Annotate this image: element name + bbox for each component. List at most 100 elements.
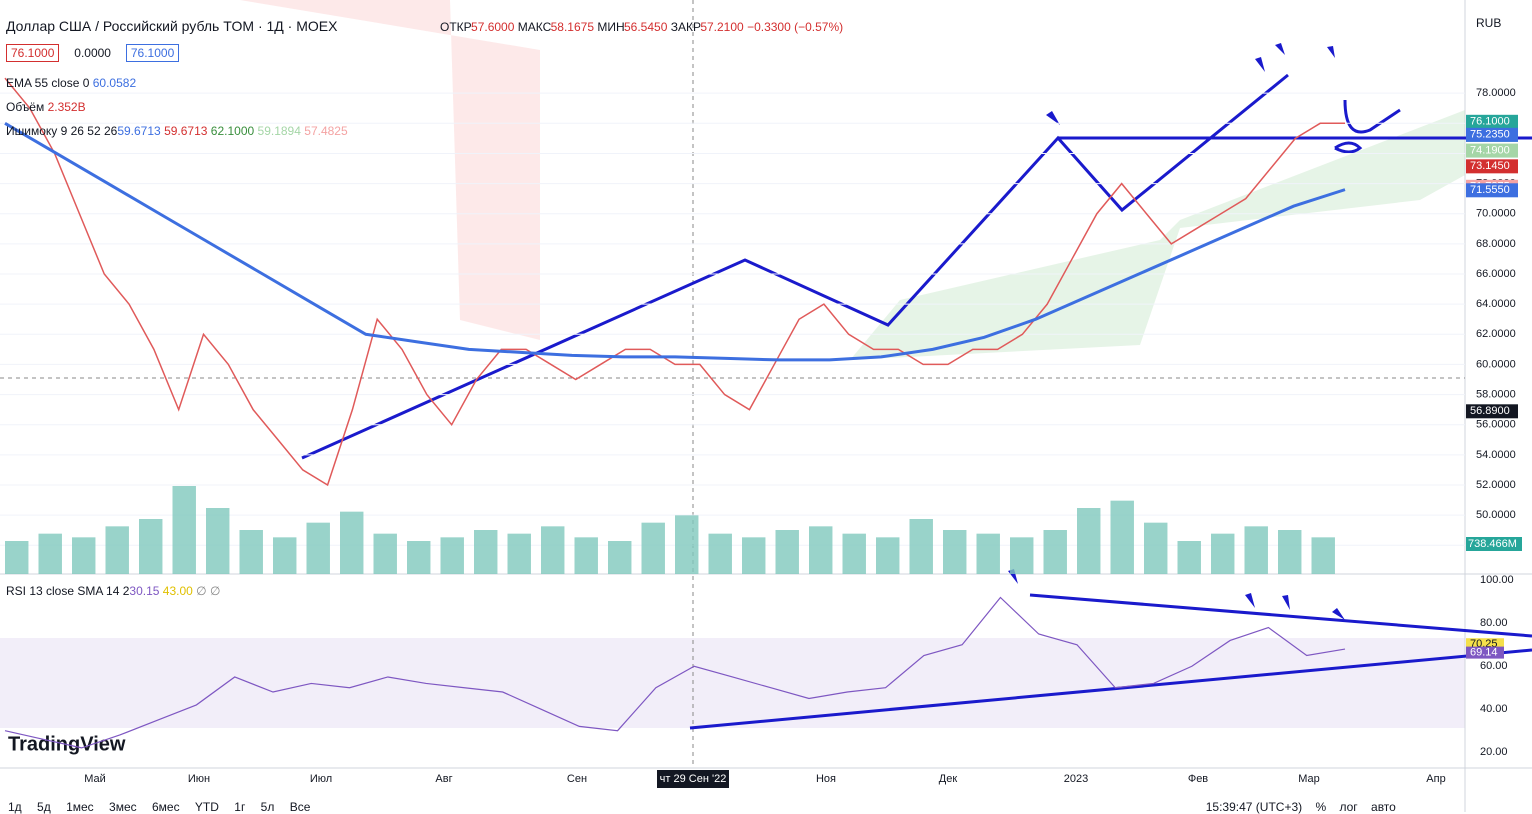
price-label-bg	[1466, 183, 1518, 198]
volume-bar	[641, 522, 665, 574]
price-label-bg	[1466, 127, 1518, 142]
change: −0.3300 (−0.57%)	[747, 20, 844, 34]
y-tick-label: 60.0000	[1476, 358, 1516, 370]
volume-bar	[1110, 500, 1134, 574]
rsi-label: 69.14	[1470, 647, 1498, 659]
rsi-label-bg	[1466, 646, 1504, 659]
volume-bar	[172, 486, 196, 574]
range-button[interactable]: Все	[289, 800, 311, 814]
price-box: 76.1000	[125, 44, 180, 62]
y-tick-label: 68.0000	[1476, 238, 1516, 250]
price-label-bg	[1466, 159, 1518, 174]
volume-bar	[507, 533, 531, 574]
price-label: 56.8900	[1470, 405, 1510, 417]
x-tick-label: Июл	[310, 773, 332, 785]
x-tick-label: чт 29 Сен '22	[660, 773, 727, 785]
volume-bar	[708, 533, 732, 574]
ohlc-value: 57.2100	[700, 20, 744, 34]
x-tick-label: Май	[84, 773, 106, 785]
crosshair-date-bg	[657, 770, 729, 788]
rsi-tick-label: 40.00	[1480, 703, 1508, 715]
ema-name: EMA 55 close 0	[6, 76, 90, 90]
volume-bar	[407, 541, 431, 574]
volume-bar	[139, 519, 163, 574]
volume-bar	[5, 541, 29, 574]
price-label: 76.1000	[1470, 116, 1510, 128]
volume-bar	[239, 530, 263, 574]
volume-bar	[976, 533, 1000, 574]
volume-bar	[1043, 530, 1067, 574]
volume-bar	[876, 537, 900, 574]
rsi-line	[4, 596, 1346, 749]
x-tick-label: Ноя	[816, 773, 836, 785]
range-button[interactable]: 5л	[260, 800, 275, 814]
ohlc-value: 57.6000	[471, 20, 515, 34]
ohlc-label: МАКС	[517, 20, 552, 34]
volume-bar	[943, 530, 967, 574]
ichimoku-value: 59.1894	[257, 124, 301, 138]
y-tick-label: 62.0000	[1476, 328, 1516, 340]
series-line	[4, 77, 1345, 487]
range-button[interactable]: 1мес	[66, 800, 94, 814]
range-button[interactable]: 1д	[8, 800, 22, 814]
x-tick-label: Дек	[939, 773, 958, 785]
toolbar: 1д 5д 1мес 3мес 6мес YTD 1г 5л Все 15:39…	[8, 800, 1396, 814]
volume-bar	[1311, 537, 1335, 574]
volume-bar	[206, 508, 230, 574]
volume-bar	[909, 519, 933, 574]
volume-bar	[72, 537, 96, 574]
volume-bar	[842, 533, 866, 574]
volume-bar	[273, 537, 297, 574]
boxes: 76.1000 0.0000 76.1000	[6, 44, 185, 62]
range-button[interactable]: 6мес	[151, 800, 180, 814]
price-box: 76.1000	[6, 44, 60, 62]
option-button[interactable]: %	[1315, 800, 1327, 814]
y-tick-label: 58.0000	[1476, 388, 1516, 400]
rsi-value: 43.00	[162, 584, 193, 598]
range-button[interactable]: YTD	[194, 800, 219, 814]
price-label: 74.1900	[1470, 144, 1510, 156]
y-tick-label: 66.0000	[1476, 268, 1516, 280]
range-button[interactable]: 5д	[37, 800, 51, 814]
y-tick-label: 78.0000	[1476, 87, 1516, 99]
volume-bar	[1278, 530, 1302, 574]
volume-bar	[775, 530, 799, 574]
range-button[interactable]: 1г	[234, 800, 246, 814]
y-tick-label: 56.0000	[1476, 419, 1516, 431]
x-tick-label: 2023	[1064, 773, 1088, 785]
y-tick-label: 52.0000	[1476, 479, 1516, 491]
rsi-value: 30.15	[129, 584, 160, 598]
volume-bar	[105, 526, 129, 574]
volume-bar	[440, 537, 464, 574]
x-tick-label: Апр	[1426, 773, 1445, 785]
ichimoku-value: 59.6713	[164, 124, 208, 138]
volume-bar	[1177, 541, 1201, 574]
volume-bar	[809, 526, 833, 574]
volume-bar	[608, 541, 632, 574]
y-tick-label: 50.0000	[1476, 509, 1516, 521]
x-tick-label: Июн	[188, 773, 210, 785]
volume-bar	[373, 533, 397, 574]
currency[interactable]: RUB	[1476, 16, 1502, 30]
ohlc-label: ЗАКР	[670, 20, 701, 34]
volume-bar	[1244, 526, 1268, 574]
range-button[interactable]: 3мес	[109, 800, 137, 814]
rsi-name: RSI 13 close SMA 14 2	[6, 584, 130, 598]
cloud	[850, 110, 1465, 360]
y-tick-label: 70.0000	[1476, 208, 1516, 220]
x-tick-label: Мар	[1298, 773, 1320, 785]
rsi-tick-label: 60.00	[1480, 660, 1508, 672]
option-button[interactable]: авто	[1371, 800, 1396, 814]
ichimoku-name: Ишимоку 9 26 52 26	[6, 124, 118, 138]
rsi-value: ∅ ∅	[196, 584, 221, 598]
volume-bar	[340, 511, 364, 574]
ohlc-value: 58.1675	[550, 20, 595, 34]
ohlc-label: МИН	[597, 20, 625, 34]
volume-value: 2.352B	[47, 100, 86, 114]
cloud	[240, 0, 540, 340]
price-label: 73.1450	[1470, 160, 1510, 172]
volume-bar	[38, 533, 62, 574]
ohlc-value: 56.5450	[624, 20, 668, 34]
option-button[interactable]: лог	[1339, 800, 1358, 814]
y-tick-label: 64.0000	[1476, 298, 1516, 310]
